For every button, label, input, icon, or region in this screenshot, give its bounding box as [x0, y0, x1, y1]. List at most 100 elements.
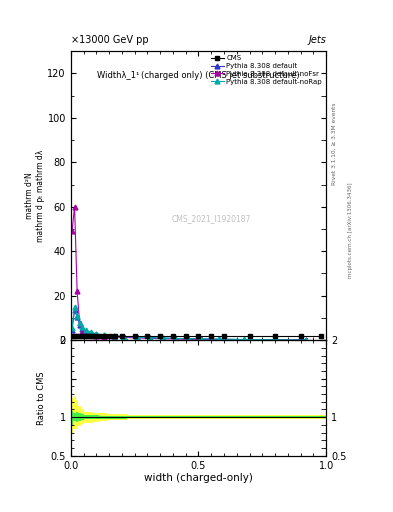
Pythia 8.308 default	[112, 333, 116, 339]
Pythia 8.308 default-noRap	[112, 333, 116, 339]
Pythia 8.308 default-noRap	[186, 336, 191, 342]
CMS	[85, 333, 90, 339]
Pythia 8.308 default	[94, 331, 99, 337]
Pythia 8.308 default-noRap	[89, 329, 94, 335]
Pythia 8.308 default-noFsr	[273, 337, 277, 343]
X-axis label: width (charged-only): width (charged-only)	[144, 473, 253, 483]
Pythia 8.308 default	[147, 335, 152, 341]
CMS	[273, 333, 277, 339]
Pythia 8.308 default	[135, 334, 140, 340]
Y-axis label: mathrm d²N
mathrm d pₜ mathrm dλ: mathrm d²N mathrm d pₜ mathrm dλ	[25, 150, 44, 242]
CMS	[145, 333, 150, 339]
Pythia 8.308 default	[186, 336, 191, 342]
Y-axis label: Ratio to CMS: Ratio to CMS	[37, 371, 46, 425]
Legend: CMS, Pythia 8.308 default, Pythia 8.308 default-noFsr, Pythia 8.308 default-noRa: CMS, Pythia 8.308 default, Pythia 8.308 …	[208, 53, 325, 88]
Pythia 8.308 default-noRap	[303, 337, 308, 343]
Pythia 8.308 default-noFsr	[80, 329, 84, 335]
Pythia 8.308 default-noFsr	[70, 228, 74, 234]
Pythia 8.308 default	[72, 307, 77, 313]
CMS	[70, 333, 74, 339]
Pythia 8.308 default	[303, 337, 308, 343]
CMS	[90, 333, 95, 339]
CMS	[80, 333, 84, 339]
CMS	[72, 333, 77, 339]
CMS	[209, 333, 214, 339]
Pythia 8.308 default-noFsr	[75, 288, 79, 294]
Pythia 8.308 default-noFsr	[147, 335, 152, 342]
Line: Pythia 8.308 default-noFsr: Pythia 8.308 default-noFsr	[70, 204, 308, 343]
Pythia 8.308 default-noFsr	[72, 204, 77, 210]
CMS	[93, 333, 97, 339]
Pythia 8.308 default	[80, 326, 84, 332]
Pythia 8.308 default-noRap	[217, 336, 221, 343]
CMS	[298, 333, 303, 339]
Pythia 8.308 default-noRap	[72, 304, 77, 310]
Pythia 8.308 default-noFsr	[112, 334, 116, 340]
Text: mcplots.cern.ch [arXiv:1306.3436]: mcplots.cern.ch [arXiv:1306.3436]	[348, 183, 353, 278]
CMS	[183, 333, 188, 339]
Pythia 8.308 default	[75, 314, 79, 320]
Pythia 8.308 default-noFsr	[173, 336, 178, 342]
Pythia 8.308 default-noFsr	[242, 337, 247, 343]
CMS	[108, 333, 113, 339]
Pythia 8.308 default-noRap	[173, 335, 178, 342]
CMS	[113, 333, 118, 339]
Pythia 8.308 default-noFsr	[160, 335, 165, 342]
Pythia 8.308 default-noFsr	[84, 331, 88, 337]
Pythia 8.308 default	[70, 327, 74, 333]
Pythia 8.308 default	[84, 328, 88, 334]
CMS	[132, 333, 137, 339]
Pythia 8.308 default-noFsr	[135, 335, 140, 341]
CMS	[103, 333, 108, 339]
Pythia 8.308 default	[77, 322, 82, 328]
Pythia 8.308 default-noRap	[242, 336, 247, 343]
Pythia 8.308 default-noFsr	[303, 337, 308, 343]
CMS	[119, 333, 124, 339]
Pythia 8.308 default-noRap	[160, 335, 165, 341]
Line: CMS: CMS	[70, 334, 323, 338]
Pythia 8.308 default	[89, 330, 94, 336]
CMS	[247, 333, 252, 339]
CMS	[222, 333, 226, 339]
Text: Rivet 3.1.10, ≥ 3.3M events: Rivet 3.1.10, ≥ 3.3M events	[332, 102, 337, 185]
Pythia 8.308 default-noRap	[198, 336, 203, 342]
Text: Jets: Jets	[309, 35, 326, 46]
Pythia 8.308 default-noRap	[101, 332, 106, 338]
Pythia 8.308 default-noRap	[84, 327, 88, 333]
Pythia 8.308 default-noRap	[94, 331, 99, 337]
Pythia 8.308 default-noRap	[273, 337, 277, 343]
CMS	[158, 333, 163, 339]
Line: Pythia 8.308 default-noRap: Pythia 8.308 default-noRap	[70, 304, 308, 343]
Pythia 8.308 default-noFsr	[186, 336, 191, 343]
Pythia 8.308 default	[173, 335, 178, 342]
CMS	[75, 333, 79, 339]
CMS	[171, 333, 175, 339]
Pythia 8.308 default-noFsr	[198, 336, 203, 343]
Line: Pythia 8.308 default: Pythia 8.308 default	[70, 308, 308, 343]
Pythia 8.308 default	[122, 333, 127, 339]
CMS	[319, 333, 323, 339]
Pythia 8.308 default	[217, 336, 221, 343]
Pythia 8.308 default-noRap	[122, 333, 127, 339]
Pythia 8.308 default	[101, 332, 106, 338]
CMS	[98, 333, 103, 339]
Pythia 8.308 default	[198, 336, 203, 342]
Pythia 8.308 default-noRap	[147, 335, 152, 341]
Pythia 8.308 default-noFsr	[89, 332, 94, 338]
Pythia 8.308 default-noRap	[135, 334, 140, 340]
CMS	[77, 333, 82, 339]
Pythia 8.308 default-noFsr	[217, 336, 221, 343]
Pythia 8.308 default-noFsr	[94, 333, 99, 339]
Pythia 8.308 default-noFsr	[77, 321, 82, 327]
Text: Widthλ_1¹ (charged only) (CMS jet substructure): Widthλ_1¹ (charged only) (CMS jet substr…	[97, 71, 300, 80]
Pythia 8.308 default	[273, 337, 277, 343]
Pythia 8.308 default-noFsr	[101, 333, 106, 339]
Pythia 8.308 default	[242, 336, 247, 343]
Pythia 8.308 default-noFsr	[122, 334, 127, 340]
Text: ×13000 GeV pp: ×13000 GeV pp	[71, 35, 149, 46]
Pythia 8.308 default-noRap	[70, 325, 74, 331]
CMS	[196, 333, 201, 339]
CMS	[88, 333, 92, 339]
Pythia 8.308 default-noRap	[75, 313, 79, 319]
Pythia 8.308 default-noRap	[77, 319, 82, 326]
